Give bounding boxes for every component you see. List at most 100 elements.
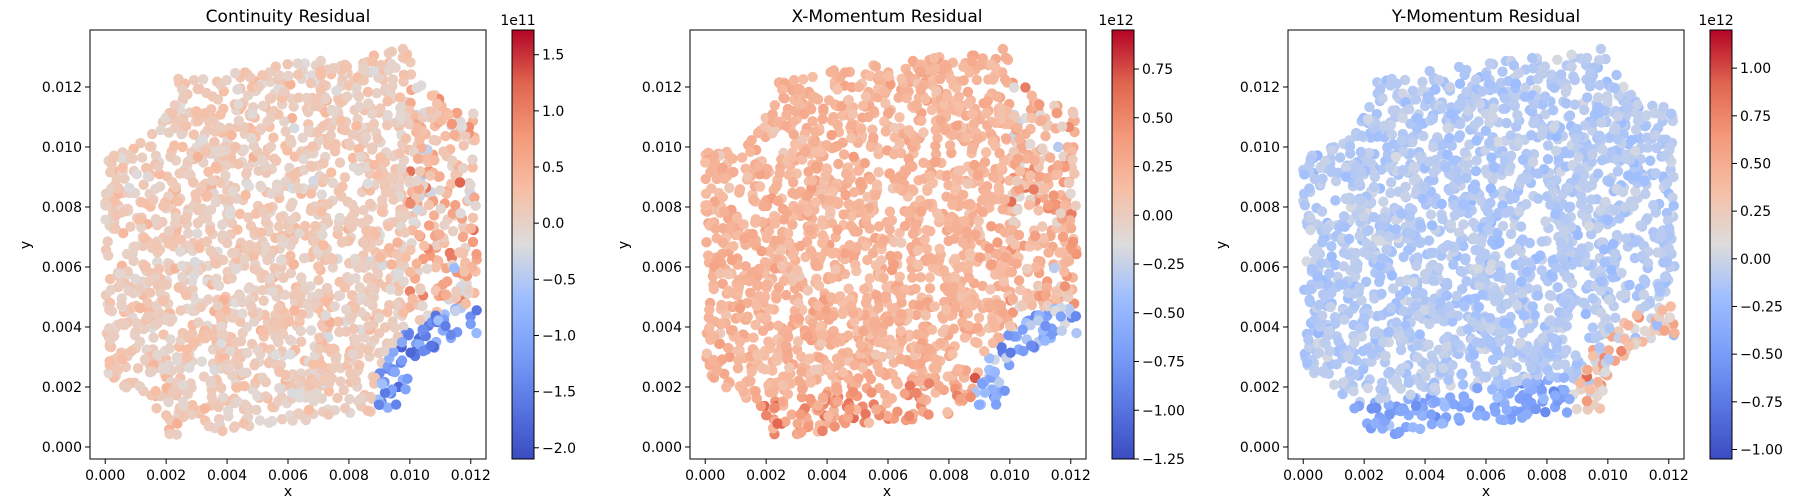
scatter-point (419, 240, 430, 251)
scatter-point (197, 74, 209, 85)
scatter-point (777, 379, 789, 391)
scatter-point (414, 166, 426, 177)
scatter-point (237, 308, 248, 319)
scatter-point (124, 182, 135, 194)
scatter-point (164, 343, 175, 354)
scatter-point (428, 210, 440, 221)
scatter-point (967, 108, 978, 120)
scatter-point (416, 142, 427, 153)
scatter-point (372, 133, 383, 144)
scatter-point (113, 183, 124, 194)
scatter-point (1470, 244, 1481, 256)
scatter-point (1056, 325, 1068, 336)
scatter-point (368, 118, 380, 130)
scatter-point (745, 375, 756, 387)
scatter-point (855, 339, 866, 350)
scatter-point (459, 129, 471, 141)
scatter-point (746, 366, 757, 377)
scatter-point (939, 124, 951, 136)
scatter-point (827, 186, 839, 197)
scatter-point (915, 84, 926, 95)
scatter-point (1017, 300, 1028, 312)
y-tick-label: 0.002 (642, 380, 682, 396)
scatter-point (197, 213, 208, 224)
scatter-point (817, 237, 828, 249)
scatter-point (773, 320, 784, 331)
scatter-point (958, 75, 969, 86)
scatter-point (105, 334, 116, 345)
scatter-point (972, 133, 983, 144)
scatter-point (792, 418, 803, 429)
scatter-point (965, 198, 976, 210)
scatter-point (870, 189, 881, 201)
scatter-point (373, 170, 384, 181)
scatter-point (232, 396, 243, 407)
colorbar-tick-label: −2.0 (542, 441, 576, 457)
scatter-point (704, 323, 715, 334)
scatter-point (121, 382, 132, 393)
scatter-point (858, 326, 869, 337)
scatter-point (273, 221, 285, 232)
scatter-point (896, 73, 907, 85)
scatter-point (860, 297, 872, 308)
scatter-point (353, 143, 364, 155)
scatter-point (104, 323, 115, 334)
scatter-point (1056, 121, 1068, 132)
scatter-point (313, 261, 324, 272)
scatter-point (330, 140, 341, 151)
scatter-point (783, 331, 794, 343)
scatter-point (846, 132, 857, 144)
scatter-point (285, 349, 296, 360)
scatter-point (701, 200, 713, 211)
scatter-point (935, 115, 947, 126)
scatter-point (921, 243, 932, 254)
scatter-point (885, 349, 896, 360)
scatter-point (304, 380, 316, 391)
scatter-point (351, 82, 362, 94)
scatter-point (265, 141, 277, 152)
scatter-point (426, 112, 437, 124)
scatter-point (992, 91, 1003, 102)
scatter-point (1577, 195, 1588, 206)
scatter-point (1052, 168, 1063, 179)
scatter-point (321, 282, 333, 294)
scatter-point (335, 376, 346, 387)
scatter-point (922, 185, 933, 196)
scatter-point (242, 90, 254, 101)
scatter-point (962, 260, 973, 271)
scatter-point (1461, 86, 1472, 98)
scatter-point (802, 331, 813, 342)
scatter-point (910, 136, 921, 147)
scatter-point (870, 61, 881, 72)
scatter-point (1616, 267, 1627, 279)
scatter-point (873, 337, 884, 348)
scatter-point (929, 301, 940, 312)
scatter-point (810, 257, 821, 269)
scatter-point (151, 403, 162, 414)
scatter-point (276, 233, 287, 244)
y-tick-label: 0.006 (642, 260, 682, 276)
scatter-point (830, 264, 841, 275)
scatter-point (232, 224, 243, 235)
scatter-point (990, 399, 1002, 410)
scatter-point (973, 312, 985, 323)
scatter-point (230, 141, 241, 153)
scatter-point (158, 200, 169, 212)
scatter-point (287, 387, 298, 399)
scatter-point (257, 206, 268, 218)
scatter-point (320, 310, 331, 321)
scatter-point (813, 280, 825, 291)
scatter-point (388, 346, 399, 357)
scatter-point (855, 177, 866, 188)
scatter-point (880, 292, 891, 304)
scatter-point (746, 135, 757, 146)
scatter-point (447, 226, 459, 237)
scatter-point (354, 360, 365, 371)
scatter-point (325, 130, 336, 141)
scatter-point (361, 225, 372, 237)
scatter-point (285, 79, 296, 90)
scatter-point (181, 289, 192, 301)
scatter-point (129, 329, 141, 341)
scatter-point (316, 189, 327, 200)
scatter-point (953, 363, 964, 375)
